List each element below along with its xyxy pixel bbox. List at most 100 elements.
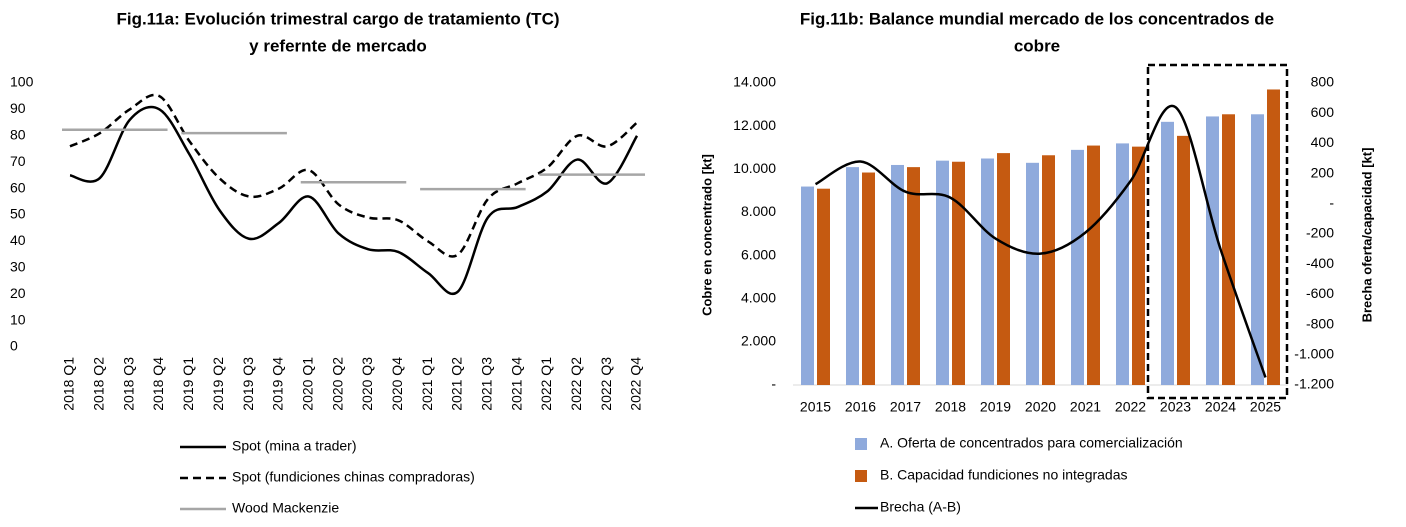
x-tick-label: 2023 bbox=[1160, 399, 1191, 415]
x-tick-label: 2022 Q1 bbox=[538, 357, 554, 411]
y-tick-label: 10.000 bbox=[733, 160, 776, 176]
y2-tick-label: 200 bbox=[1311, 164, 1335, 180]
y-tick-label: 12.000 bbox=[733, 117, 776, 133]
x-tick-label: 2019 Q4 bbox=[270, 357, 286, 411]
y2-tick-label: 800 bbox=[1311, 74, 1335, 90]
y-tick-label: 60 bbox=[10, 179, 26, 195]
legend-label: A. Oferta de concentrados para comercial… bbox=[880, 435, 1183, 451]
y-tick-label: 10 bbox=[10, 311, 26, 327]
chart-title: Fig.11b: Balance mundial mercado de los … bbox=[800, 9, 1274, 28]
bar bbox=[891, 164, 904, 385]
y-tick-label: 20 bbox=[10, 285, 26, 301]
y-tick-label: 30 bbox=[10, 259, 26, 275]
bar bbox=[846, 167, 859, 385]
y-tick-label: 6.000 bbox=[741, 246, 776, 262]
x-tick-label: 2018 bbox=[935, 399, 966, 415]
y2-tick-label: 400 bbox=[1311, 134, 1335, 150]
bar bbox=[1267, 89, 1280, 385]
x-tick-label: 2021 Q3 bbox=[478, 357, 494, 411]
y-tick-label: 100 bbox=[10, 74, 34, 90]
x-tick-label: 2017 bbox=[890, 399, 921, 415]
y2-tick-label: -1.200 bbox=[1294, 376, 1334, 392]
y2-tick-label: -600 bbox=[1306, 285, 1334, 301]
y-tick-label: 14.000 bbox=[733, 74, 776, 90]
bar bbox=[862, 172, 875, 385]
bar bbox=[1206, 116, 1219, 385]
y2-axis-title: Brecha oferta/capacidad [kt] bbox=[1359, 148, 1374, 323]
y-tick-label: 2.000 bbox=[741, 333, 776, 349]
y-tick-label: - bbox=[771, 376, 776, 392]
bar bbox=[1251, 114, 1264, 386]
x-tick-label: 2022 Q4 bbox=[628, 357, 644, 411]
x-tick-label: 2019 bbox=[980, 399, 1011, 415]
y2-tick-label: 600 bbox=[1311, 104, 1335, 120]
y-tick-label: 40 bbox=[10, 232, 26, 248]
bar bbox=[1042, 155, 1055, 385]
y2-tick-label: - bbox=[1329, 195, 1334, 211]
y-tick-label: 90 bbox=[10, 100, 26, 116]
bar bbox=[952, 161, 965, 385]
x-tick-label: 2018 Q1 bbox=[61, 357, 77, 411]
y-tick-label: 4.000 bbox=[741, 289, 776, 305]
x-tick-label: 2020 bbox=[1025, 399, 1056, 415]
legend-label: B. Capacidad fundiciones no integradas bbox=[880, 467, 1128, 483]
y2-tick-label: -1.000 bbox=[1294, 346, 1334, 362]
x-tick-label: 2018 Q3 bbox=[120, 357, 136, 411]
x-tick-label: 2025 bbox=[1250, 399, 1281, 415]
x-tick-label: 2020 Q3 bbox=[359, 357, 375, 411]
x-tick-label: 2021 Q4 bbox=[508, 357, 524, 411]
x-tick-label: 2022 bbox=[1115, 399, 1146, 415]
legend-swatch bbox=[855, 470, 867, 482]
bar bbox=[1161, 121, 1174, 385]
x-tick-label: 2019 Q2 bbox=[210, 357, 226, 411]
x-tick-label: 2020 Q4 bbox=[389, 357, 405, 411]
bar bbox=[1177, 135, 1190, 385]
x-tick-label: 2024 bbox=[1205, 399, 1236, 415]
x-tick-label: 2016 bbox=[845, 399, 876, 415]
bar bbox=[817, 188, 830, 385]
x-tick-label: 2020 Q1 bbox=[299, 357, 315, 411]
x-tick-label: 2018 Q4 bbox=[150, 357, 166, 411]
bar bbox=[1132, 146, 1145, 385]
x-tick-label: 2018 Q2 bbox=[91, 357, 107, 411]
y-tick-label: 8.000 bbox=[741, 203, 776, 219]
legend-label: Spot (fundiciones chinas compradoras) bbox=[232, 469, 475, 485]
chart-title: y refernte de mercado bbox=[249, 36, 427, 55]
bar bbox=[1116, 143, 1129, 385]
line bbox=[814, 104, 1267, 378]
x-tick-label: 2019 Q3 bbox=[240, 357, 256, 411]
y2-tick-label: -400 bbox=[1306, 255, 1334, 271]
line bbox=[69, 105, 639, 295]
x-tick-label: 2021 Q1 bbox=[419, 357, 435, 411]
y-tick-label: 50 bbox=[10, 206, 26, 222]
x-tick-label: 2022 Q2 bbox=[568, 357, 584, 411]
legend-swatch bbox=[855, 438, 867, 450]
legend-label: Spot (mina a trader) bbox=[232, 438, 357, 454]
highlight-box bbox=[1146, 63, 1289, 400]
x-tick-label: 2015 bbox=[800, 399, 831, 415]
x-tick-label: 2019 Q1 bbox=[180, 357, 196, 411]
x-tick-label: 2020 Q2 bbox=[329, 357, 345, 411]
x-tick-label: 2022 Q3 bbox=[598, 357, 614, 411]
bar bbox=[997, 153, 1010, 385]
bar bbox=[801, 186, 814, 385]
legend-label: Brecha (A-B) bbox=[880, 499, 961, 515]
chart-title: Fig.11a: Evolución trimestral cargo de t… bbox=[116, 9, 559, 28]
y-tick-label: 80 bbox=[10, 127, 26, 143]
bar bbox=[936, 160, 949, 385]
bar bbox=[1222, 114, 1235, 386]
x-tick-label: 2021 bbox=[1070, 399, 1101, 415]
bar bbox=[907, 167, 920, 385]
y-axis-title: Cobre en concentrado [kt] bbox=[699, 154, 714, 316]
bar bbox=[1071, 149, 1084, 385]
bar bbox=[1087, 145, 1100, 385]
y-tick-label: 0 bbox=[10, 338, 18, 354]
line bbox=[69, 93, 638, 258]
legend-label: Wood Mackenzie bbox=[232, 500, 339, 516]
chart-title: cobre bbox=[1014, 36, 1060, 55]
x-tick-label: 2021 Q2 bbox=[449, 357, 465, 411]
bar bbox=[981, 158, 994, 385]
y-tick-label: 70 bbox=[10, 153, 26, 169]
y2-tick-label: -200 bbox=[1306, 225, 1334, 241]
